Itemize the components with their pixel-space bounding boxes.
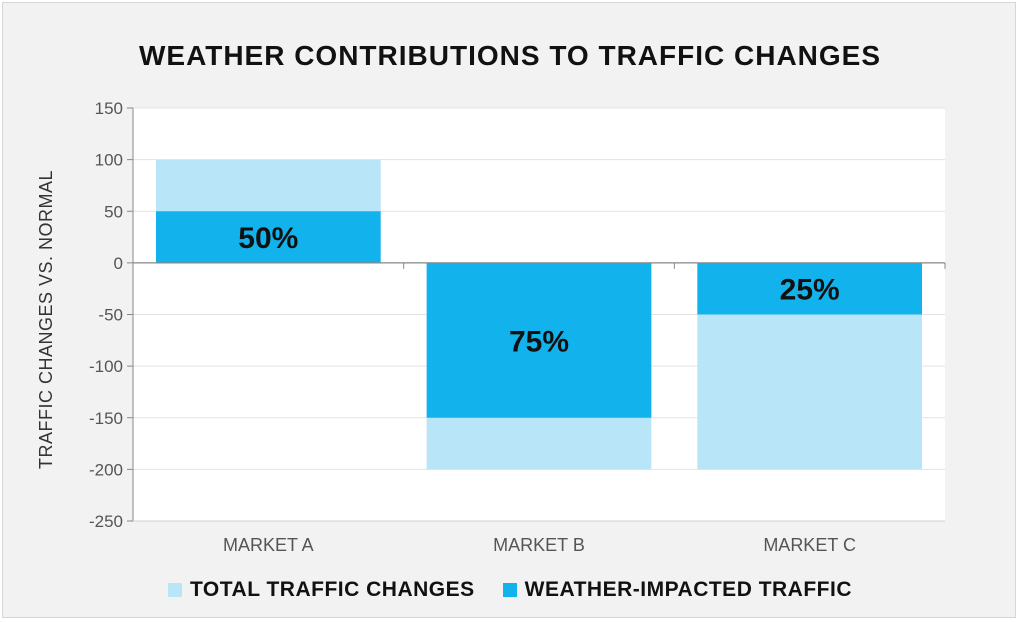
y-tick-label: 0 [114, 254, 123, 273]
legend-item: WEATHER-IMPACTED TRAFFIC [502, 578, 853, 602]
data-label: 75% [509, 325, 569, 358]
legend-swatch [502, 583, 517, 597]
y-tick-label: 100 [95, 151, 123, 170]
y-tick-label: -150 [89, 409, 123, 428]
x-category-label: MARKET A [223, 535, 314, 555]
bar-weather-2 [426, 262, 652, 418]
y-tick-label: -100 [89, 357, 123, 376]
bar-weather-3 [697, 262, 922, 315]
y-tick-label: -200 [89, 460, 123, 479]
legend-label: TOTAL TRAFFIC CHANGES [189, 578, 475, 601]
chart-title: WEATHER CONTRIBUTIONS TO TRAFFIC CHANGES [138, 40, 882, 71]
x-category-label: MARKET C [763, 535, 856, 555]
data-label: 50% [238, 222, 298, 255]
y-tick-label: 150 [95, 99, 123, 118]
chart-legend: TOTAL TRAFFIC CHANGES WEATHER-IMPACTED TR… [0, 578, 1020, 602]
legend-swatch [167, 583, 182, 597]
data-label: 25% [780, 274, 840, 307]
y-tick-label: 50 [104, 202, 123, 221]
y-tick-label: -50 [98, 306, 123, 325]
legend-item: TOTAL TRAFFIC CHANGES [167, 578, 475, 602]
y-tick-label: -250 [89, 512, 123, 531]
legend-label: WEATHER-IMPACTED TRAFFIC [524, 578, 853, 601]
y-axis-title: TRAFFIC CHANGES VS. NORMAL [36, 170, 56, 469]
x-category-label: MARKET B [493, 535, 585, 555]
bar-weather-1 [156, 211, 381, 263]
